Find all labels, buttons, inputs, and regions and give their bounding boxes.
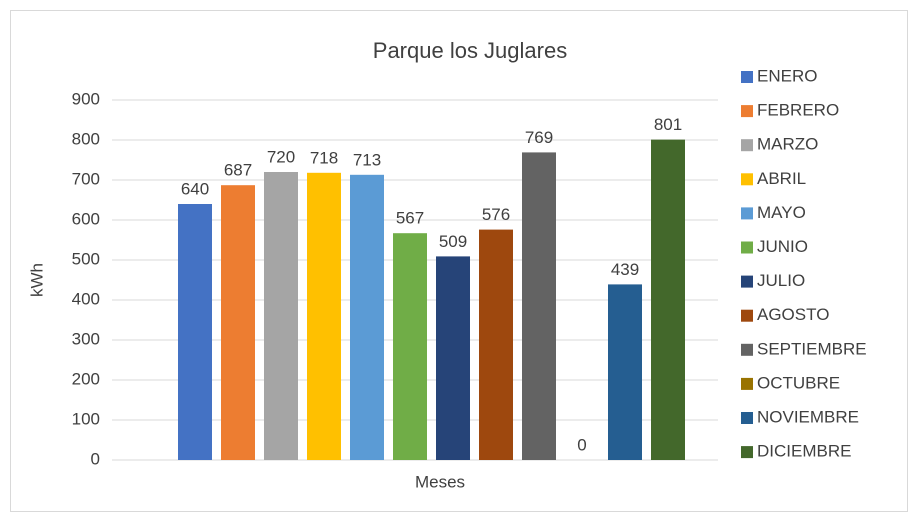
- data-label: 640: [181, 179, 209, 198]
- bar: [479, 229, 513, 460]
- y-tick-label: 800: [72, 129, 100, 148]
- bar: [651, 139, 685, 460]
- data-label: 718: [310, 148, 338, 167]
- legend-label: DICIEMBRE: [757, 442, 851, 461]
- y-tick-label: 600: [72, 209, 100, 228]
- bar: [221, 185, 255, 460]
- y-tick-label: 500: [72, 249, 100, 268]
- data-label: 576: [482, 205, 510, 224]
- y-axis-label: kWh: [27, 263, 46, 297]
- chart-title: Parque los Juglares: [373, 38, 567, 63]
- legend-label: ENERO: [757, 66, 817, 85]
- y-tick-label: 400: [72, 289, 100, 308]
- legend-swatch: [741, 139, 753, 152]
- legend-label: JULIO: [757, 271, 805, 290]
- data-label: 713: [353, 150, 381, 169]
- legend-swatch: [741, 343, 753, 356]
- legend-swatch: [741, 275, 753, 288]
- legend-label: SEPTIEMBRE: [757, 339, 867, 358]
- legend-label: OCTUBRE: [757, 373, 840, 392]
- y-tick-label: 100: [72, 409, 100, 428]
- legend-swatch: [741, 446, 753, 459]
- data-label: 0: [577, 435, 586, 454]
- legend-swatch: [741, 207, 753, 220]
- bar: [436, 256, 470, 460]
- data-label: 720: [267, 147, 295, 166]
- bar: [178, 204, 212, 460]
- bar: [307, 172, 341, 461]
- legend-label: MARZO: [757, 135, 818, 154]
- y-tick-label: 200: [72, 369, 100, 388]
- legend-label: ABRIL: [757, 169, 806, 188]
- legend-swatch: [741, 173, 753, 186]
- legend-label: NOVIEMBRE: [757, 407, 859, 426]
- legend-swatch: [741, 309, 753, 322]
- legend-label: MAYO: [757, 203, 806, 222]
- y-tick-label: 900: [72, 89, 100, 108]
- bar: [393, 233, 427, 460]
- bar: [608, 284, 642, 460]
- data-label: 769: [525, 128, 553, 147]
- y-tick-label: 700: [72, 169, 100, 188]
- legend-swatch: [741, 377, 753, 390]
- data-label: 509: [439, 232, 467, 251]
- data-label: 687: [224, 161, 252, 180]
- x-axis-label: Meses: [415, 472, 465, 491]
- bar: [522, 152, 556, 460]
- y-tick-label: 300: [72, 329, 100, 348]
- legend-swatch: [741, 412, 753, 424]
- bar: [264, 172, 298, 460]
- legend-swatch: [741, 105, 753, 118]
- y-tick-label: 0: [91, 449, 100, 468]
- data-label: 439: [611, 260, 639, 279]
- data-label: 801: [654, 115, 682, 134]
- legend-label: AGOSTO: [757, 305, 829, 324]
- legend-label: FEBRERO: [757, 101, 839, 120]
- legend-swatch: [741, 241, 753, 254]
- legend-label: JUNIO: [757, 237, 808, 256]
- legend-swatch: [741, 71, 753, 83]
- bar: [350, 174, 384, 461]
- data-label: 567: [396, 209, 424, 228]
